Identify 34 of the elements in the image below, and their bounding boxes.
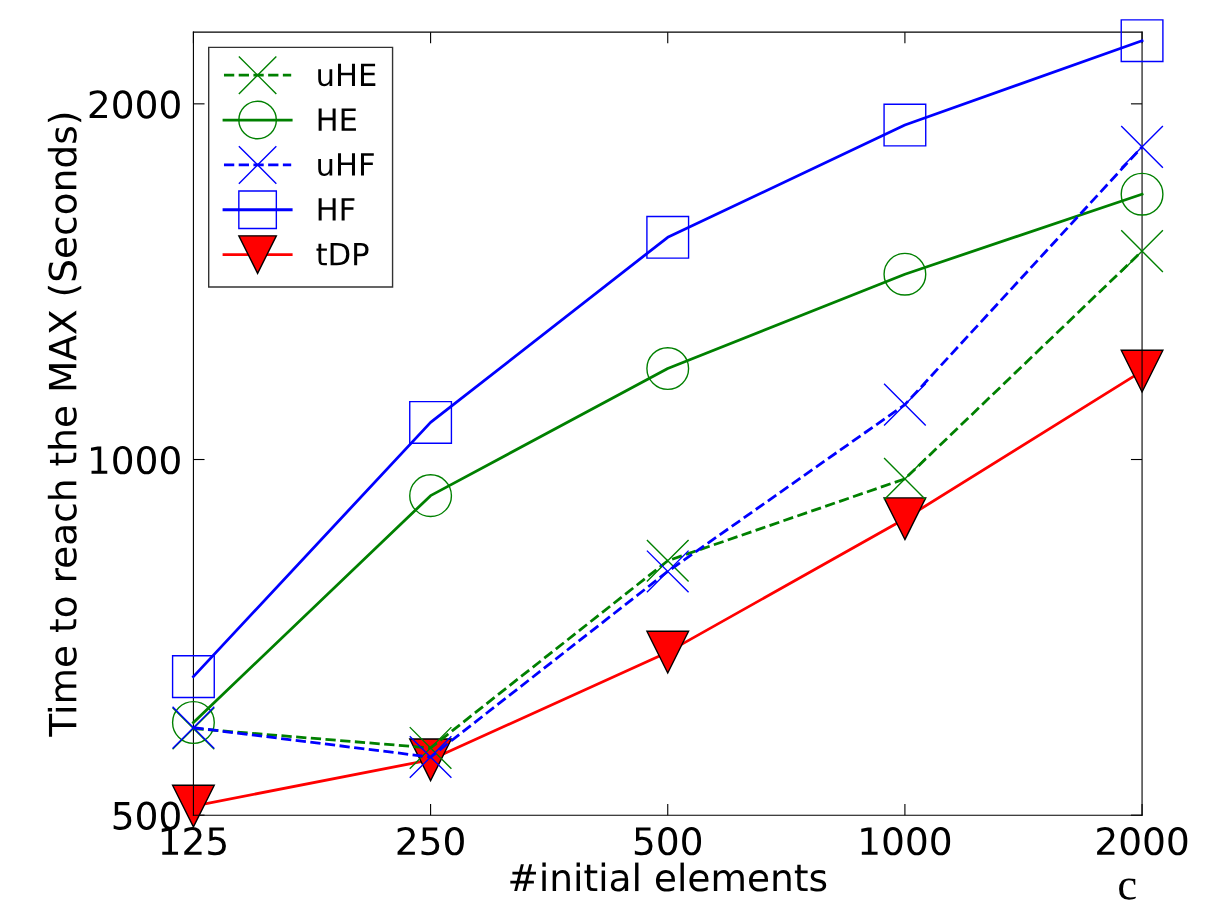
legend-label: uHF — [318, 153, 374, 177]
point — [883, 103, 927, 147]
point — [646, 347, 690, 391]
point — [409, 726, 453, 770]
point — [883, 252, 927, 296]
point — [1120, 19, 1164, 63]
text: c — [1119, 878, 1136, 900]
legend-label: HF — [318, 198, 355, 221]
point — [646, 549, 690, 593]
point — [646, 539, 690, 583]
point — [883, 497, 927, 541]
point — [646, 630, 690, 674]
point — [409, 474, 453, 518]
y-tick-label: 1000 — [90, 445, 180, 475]
x-axis-title: #initial elements — [510, 862, 827, 892]
x-tick-label: 500 — [634, 826, 702, 856]
legend-label: tDP — [316, 243, 369, 266]
x-tick-label: 250 — [397, 826, 464, 856]
legend-label: uHE — [318, 63, 376, 87]
point — [1120, 229, 1164, 273]
point — [171, 700, 215, 745]
point — [1120, 125, 1164, 169]
x-tick-label: 1000 — [861, 826, 951, 856]
point — [409, 400, 453, 444]
legend-label: HE — [318, 108, 356, 131]
point — [171, 655, 215, 699]
point — [646, 215, 690, 259]
x-tick-label: 2000 — [1097, 826, 1188, 856]
y-tick-label: 2000 — [89, 90, 180, 119]
point — [883, 383, 927, 427]
point — [1120, 349, 1164, 393]
point — [883, 457, 927, 501]
point — [1120, 172, 1164, 216]
y-axis-title: Time to reach the MAX (Seconds) — [47, 113, 82, 737]
